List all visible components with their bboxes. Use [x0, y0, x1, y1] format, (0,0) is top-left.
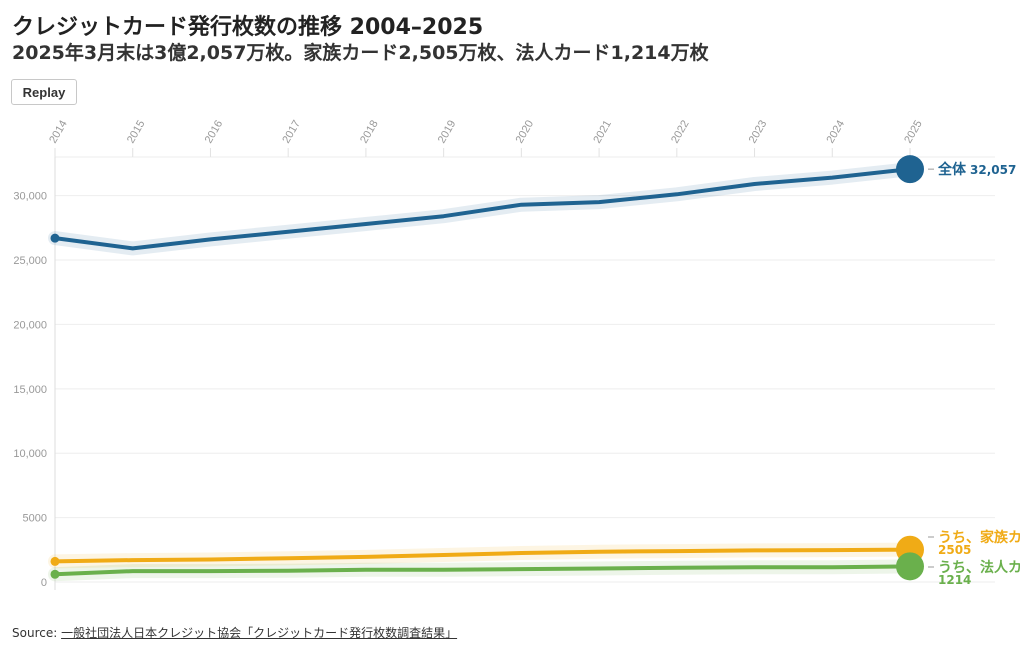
x-tick-label: 2014 — [47, 118, 70, 145]
series-name: 全体 — [937, 161, 967, 178]
x-tick-label: 2022 — [669, 118, 692, 145]
series-line — [53, 167, 912, 251]
series-end-label: うち、家族カード — [938, 529, 1020, 546]
x-tick-label: 2020 — [514, 118, 537, 145]
source-note: Source: 一般社団法人日本クレジット協会「クレジットカード発行枚数調査結果… — [12, 624, 457, 641]
y-tick-label: 25,000 — [13, 255, 47, 267]
series-line — [53, 564, 912, 577]
series-line — [53, 547, 912, 564]
replay-button[interactable]: Replay — [11, 79, 77, 105]
x-tick-label: 2023 — [747, 118, 770, 145]
series-end-label: 全体 32,057 — [937, 161, 1016, 178]
y-tick-label: 0 — [41, 577, 47, 589]
x-tick-label: 2024 — [824, 118, 847, 145]
x-tick-label: 2016 — [203, 118, 226, 145]
chart-subtitle: 2025年3月末は3億2,057万枚。家族カード2,505万枚、法人カード1,2… — [12, 42, 709, 64]
y-tick-label: 5000 — [23, 513, 47, 525]
x-tick-label: 2021 — [591, 118, 614, 145]
y-tick-label: 20,000 — [13, 319, 47, 331]
source-link[interactable]: 一般社団法人日本クレジット協会「クレジットカード発行枚数調査結果」 — [61, 626, 458, 640]
x-tick-label: 2017 — [280, 118, 303, 145]
series-end-label: うち、法人カード — [938, 559, 1020, 576]
source-prefix: Source: — [12, 626, 62, 640]
series-end-value: 2505 — [938, 543, 971, 557]
x-tick-label: 2025 — [902, 118, 925, 145]
series-end-point — [896, 552, 924, 581]
series-end-value: 1214 — [938, 573, 971, 587]
y-tick-label: 10,000 — [13, 448, 47, 460]
series-name: うち、家族カード — [938, 529, 1020, 546]
y-tick-label: 30,000 — [13, 191, 47, 203]
y-tick-label: 15,000 — [13, 384, 47, 396]
x-tick-label: 2019 — [436, 118, 459, 145]
line-chart: 0 5000 10,000 15,000 20,000 25,000 30,000 2014 2… — [13, 118, 1020, 590]
series-start-point — [50, 233, 60, 243]
series-name: うち、法人カード — [938, 559, 1020, 576]
chart-title: クレジットカード発行枚数の推移 2004–2025 — [12, 15, 484, 40]
series-end-point — [896, 155, 924, 184]
series-end-value: 32,057 — [970, 163, 1016, 177]
x-tick-label: 2015 — [125, 118, 148, 145]
series-start-point — [50, 556, 60, 566]
series-start-point — [50, 569, 60, 579]
x-tick-label: 2018 — [358, 118, 381, 145]
